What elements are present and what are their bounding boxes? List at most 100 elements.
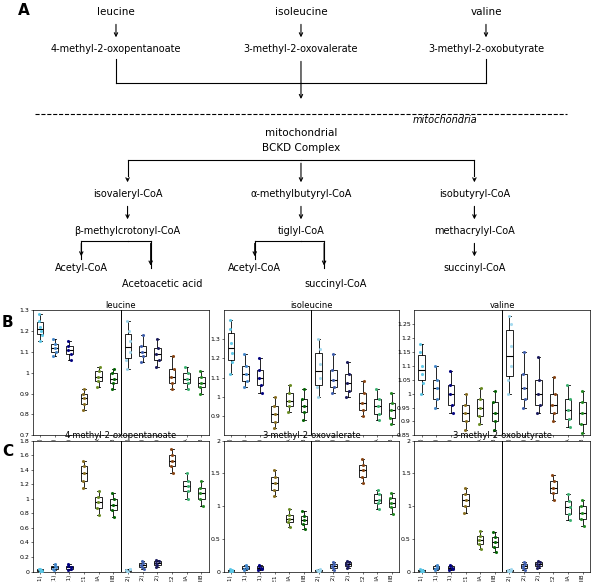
PathPatch shape [330, 563, 337, 567]
Point [313, 335, 323, 344]
Point [79, 476, 88, 485]
Point [504, 566, 513, 576]
PathPatch shape [535, 562, 542, 566]
Point [550, 372, 559, 382]
Point [489, 425, 498, 434]
Text: A: A [18, 3, 29, 18]
Point [387, 488, 396, 498]
Point [564, 489, 573, 499]
Point [285, 381, 295, 390]
Point [270, 417, 280, 427]
Point [269, 402, 279, 411]
Point [51, 339, 60, 348]
Point [344, 369, 353, 378]
PathPatch shape [257, 370, 263, 385]
Point [241, 560, 251, 570]
Point [548, 400, 557, 409]
Point [181, 362, 190, 371]
Point [184, 385, 193, 394]
PathPatch shape [125, 569, 131, 571]
Point [328, 563, 337, 572]
Point [578, 398, 587, 407]
Point [461, 489, 470, 499]
Text: tiglyl-CoA: tiglyl-CoA [278, 226, 324, 236]
Point [374, 489, 383, 499]
Text: succinyl-CoA: succinyl-CoA [443, 264, 505, 274]
Point [417, 565, 427, 574]
Point [520, 395, 529, 404]
Point [125, 347, 134, 357]
PathPatch shape [344, 374, 351, 391]
Point [374, 498, 383, 508]
Point [327, 561, 337, 570]
Point [315, 344, 325, 353]
Point [227, 566, 237, 575]
Point [505, 567, 514, 576]
Point [92, 503, 102, 512]
PathPatch shape [81, 393, 88, 404]
PathPatch shape [477, 399, 483, 416]
Point [387, 406, 396, 415]
Point [433, 395, 442, 404]
Point [418, 566, 427, 575]
Point [169, 364, 178, 373]
Point [64, 345, 73, 354]
Point [374, 495, 384, 504]
Point [167, 378, 177, 388]
PathPatch shape [110, 499, 117, 510]
Point [79, 389, 88, 398]
Point [64, 560, 73, 569]
Point [226, 565, 236, 574]
Point [445, 560, 455, 570]
Point [358, 411, 368, 421]
Point [254, 562, 264, 571]
Point [576, 502, 586, 511]
PathPatch shape [125, 333, 131, 358]
Point [358, 466, 368, 475]
PathPatch shape [272, 477, 278, 489]
Point [138, 556, 147, 565]
Point [357, 454, 367, 463]
Point [182, 374, 192, 384]
Point [285, 523, 294, 532]
Point [241, 562, 250, 571]
Point [533, 563, 542, 572]
Point [503, 375, 513, 384]
Point [461, 409, 470, 418]
Point [195, 383, 204, 392]
PathPatch shape [66, 346, 73, 354]
Point [168, 469, 178, 478]
Point [374, 505, 384, 514]
Point [241, 361, 251, 371]
Point [577, 508, 586, 517]
Point [507, 565, 516, 574]
Point [184, 494, 193, 503]
Point [154, 356, 163, 365]
Point [196, 372, 206, 382]
Point [109, 494, 119, 503]
PathPatch shape [95, 497, 102, 508]
Point [196, 476, 206, 485]
PathPatch shape [448, 385, 454, 404]
PathPatch shape [37, 322, 44, 334]
Point [269, 466, 279, 475]
Point [432, 562, 441, 571]
PathPatch shape [242, 566, 249, 569]
PathPatch shape [301, 516, 308, 524]
PathPatch shape [374, 494, 381, 503]
Point [198, 501, 207, 511]
Point [445, 367, 455, 376]
Point [93, 377, 103, 386]
Point [122, 566, 132, 576]
Point [491, 409, 500, 418]
Point [418, 378, 428, 387]
Point [167, 385, 177, 394]
Point [300, 402, 309, 411]
Point [461, 495, 470, 504]
Point [533, 556, 543, 566]
Point [107, 368, 117, 378]
Point [448, 409, 457, 418]
Point [316, 565, 325, 574]
Point [122, 356, 131, 365]
Point [95, 362, 104, 371]
